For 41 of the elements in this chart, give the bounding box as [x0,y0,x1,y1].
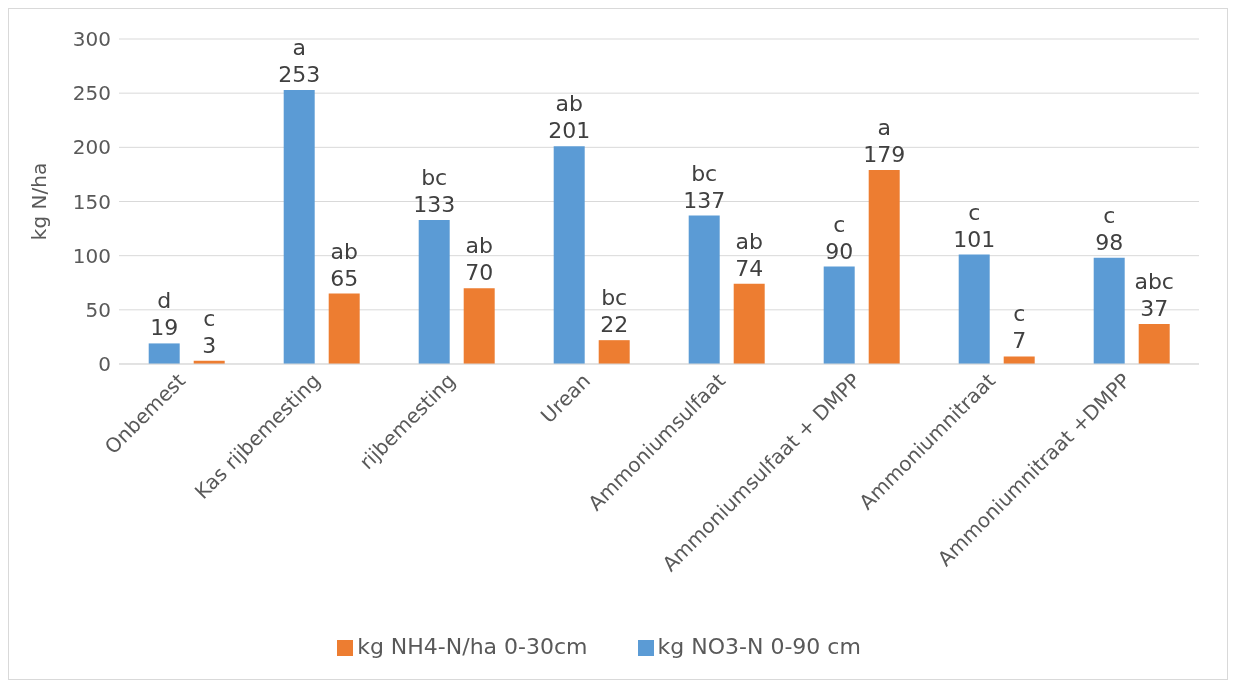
y-tick-label: 300 [72,27,111,52]
data-label: d 19 [150,288,179,341]
bar [553,146,585,364]
data-label: bc 22 [600,285,629,338]
data-label: bc 133 [413,164,456,217]
data-label: c 90 [825,211,854,264]
bar [688,215,720,364]
bar [418,219,450,364]
legend-label: kg NO3-N 0-90 cm [657,634,861,659]
data-label: c 101 [953,199,996,252]
y-tick-label: 200 [72,135,111,160]
y-tick-label: 250 [72,81,111,106]
bar [733,283,765,364]
bar [328,293,360,364]
bar [1003,356,1035,364]
data-label: abc 37 [1134,268,1174,321]
data-label: ab 70 [465,233,494,286]
y-tick-label: 0 [98,352,111,377]
bar [1093,257,1125,364]
bar [283,89,315,364]
bar [598,340,630,364]
bar [148,343,180,364]
data-label: c 98 [1095,202,1124,255]
bar [868,170,900,364]
legend-label: kg NH4-N/ha 0-30cm [357,634,588,659]
bar [1138,323,1170,364]
data-label: bc 137 [683,160,726,213]
data-label: a 179 [863,115,906,168]
bar [823,266,855,364]
y-tick-label: 150 [72,189,111,214]
data-label: ab 201 [548,91,591,144]
y-tick-label: 100 [72,243,111,268]
data-label: a 253 [278,34,321,87]
y-tick-label: 50 [85,297,111,322]
data-label: ab 74 [735,228,764,281]
bar [463,288,495,364]
bar [958,254,990,364]
data-label: c 7 [1012,301,1027,354]
data-label: c 3 [202,305,217,358]
y-axis-title: kg N/ha [27,162,52,241]
data-label: ab 65 [330,238,359,291]
